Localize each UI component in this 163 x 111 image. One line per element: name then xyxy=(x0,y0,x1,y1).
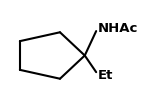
Text: Et: Et xyxy=(98,69,113,82)
Text: NHAc: NHAc xyxy=(98,22,138,35)
